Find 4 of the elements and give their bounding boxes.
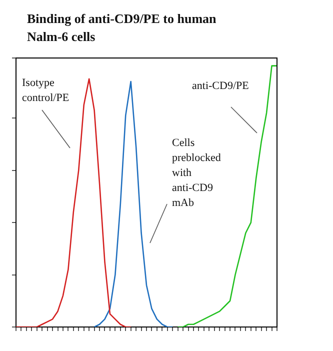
- series-label: anti-CD9/PE: [192, 80, 250, 92]
- series-label: Isotype control/PE: [22, 77, 70, 104]
- text: Cells preblocked with anti-CD9 mAb: [172, 137, 222, 209]
- chart-title: Binding of anti-CD9/PE to human Nalm-6 cells: [27, 10, 218, 46]
